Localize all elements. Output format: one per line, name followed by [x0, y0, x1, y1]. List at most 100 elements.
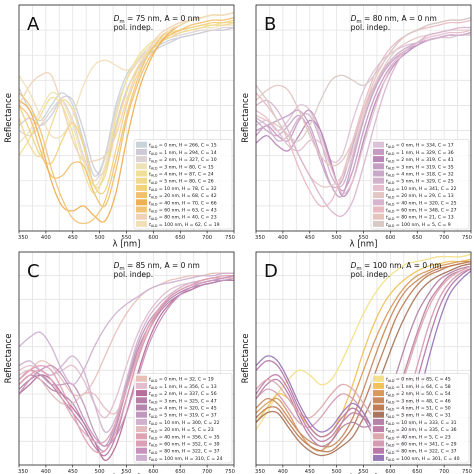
legend-entry-label: tALD = 1 nm, H = 356, C = 13 — [149, 384, 217, 390]
legend-entry-label: tALD = 40 nm, H = 356, C = 35 — [149, 434, 220, 440]
legend-entry-label: tALD = 5 nm, H = 319, C = 37 — [149, 413, 217, 419]
legend-swatch — [373, 199, 384, 206]
x-tick-label: 400 — [278, 469, 288, 474]
legend-swatch — [373, 397, 384, 404]
legend-entry-label: tALD = 20 nm, H = 68, C = 42 — [149, 193, 217, 199]
legend-entry-label: tALD = 2 nm, H = 327, C = 10 — [149, 157, 217, 163]
x-tick-label: 750 — [225, 469, 235, 474]
x-tick-label: 400 — [41, 469, 51, 474]
x-tick-label: 500 — [95, 469, 105, 474]
x-tick-label: 500 — [332, 235, 342, 241]
x-tick-label: 750 — [225, 235, 235, 241]
legend-swatch — [373, 192, 384, 199]
annotation-params: Dm = 85 nm, A = 0 nm — [114, 261, 200, 272]
panel-label: A — [27, 14, 40, 35]
legend-entry-label: tALD = 100 nm, H = 62, C = 19 — [149, 222, 220, 228]
legend-entry-label: tALD = 5 nm, H = 329, C = 25 — [386, 179, 454, 185]
legend-swatch — [373, 156, 384, 163]
legend-swatch — [373, 375, 384, 382]
legend-swatch — [136, 418, 147, 425]
x-tick-label: 450 — [68, 469, 78, 474]
legend-swatch — [136, 156, 147, 163]
legend-swatch — [373, 163, 384, 170]
y-axis-label: Reflectance — [4, 93, 14, 143]
legend-swatch — [373, 206, 384, 213]
legend-entry-label: tALD = 60 nm, H = 341, C = 29 — [386, 442, 457, 448]
panel-label: B — [264, 14, 276, 35]
legend-entry-label: tALD = 10 nm, H = 341, C = 22 — [386, 186, 457, 192]
legend-entry-label: tALD = 0 nm, H = 32, C = 19 — [149, 377, 214, 383]
legend-entry-label: tALD = 80 nm, H = 21, C = 13 — [386, 215, 454, 221]
x-tick-label: 550 — [122, 235, 132, 241]
legend-entry-label: tALD = 10 nm, H = 333, C = 31 — [386, 420, 457, 426]
x-axis: 350 400 450 500 550 600 650 700 750 — [18, 231, 235, 241]
annotation-polarization: pol. indep. — [114, 270, 154, 279]
legend-swatch — [136, 375, 147, 382]
legend-swatch — [136, 382, 147, 389]
x-tick-label: 650 — [412, 235, 422, 241]
annotation-params: Dm = 100 nm, A = 0 nm — [351, 261, 442, 272]
series-line-11 — [19, 275, 234, 447]
x-tick-label: 400 — [278, 235, 288, 241]
legend-swatch — [373, 433, 384, 440]
legend-swatch — [136, 170, 147, 177]
legend-entry-label: tALD = 20 nm, H = 29, C = 13 — [386, 193, 454, 199]
x-tick-label: 700 — [439, 469, 449, 474]
legend-swatch — [373, 454, 384, 461]
series-group — [19, 272, 234, 461]
legend-entry-label: tALD = 2 nm, H = 337, C = 56 — [149, 391, 217, 397]
legend-swatch — [373, 170, 384, 177]
panel-label: D — [264, 261, 278, 282]
legend-swatch — [373, 213, 384, 220]
series-line-9 — [256, 265, 471, 421]
legend-entry-label: tALD = 10 nm, H = 300, C = 22 — [149, 420, 220, 426]
legend-swatch — [373, 418, 384, 425]
legend-entry-label: tALD = 1 nm, H = 329, C = 36 — [386, 150, 454, 156]
legend-entry-label: tALD = 80 nm, H = 322, C = 37 — [149, 449, 220, 455]
legend-swatch — [136, 397, 147, 404]
legend-entry-label: tALD = 1 nm, H = 64, C = 58 — [386, 384, 451, 390]
series-line-12 — [256, 16, 471, 142]
legend-swatch — [136, 447, 147, 454]
x-axis: 350 400 450 500 550 600 650 700 750 — [18, 465, 235, 474]
x-tick-label: 700 — [439, 235, 449, 241]
legend-entry-label: tALD = 3 nm, H = 325, C = 47 — [149, 398, 217, 404]
legend-swatch — [136, 433, 147, 440]
annotation-polarization: pol. indep. — [114, 23, 154, 32]
legend-swatch — [136, 426, 147, 433]
legend-swatch — [373, 411, 384, 418]
series-line-12 — [256, 270, 471, 452]
legend-entry-label: tALD = 60 nm, H = 63, C = 43 — [149, 208, 217, 214]
legend-box — [370, 139, 470, 230]
x-axis: 350 400 450 500 550 600 650 700 750 — [255, 465, 472, 474]
legend-swatch — [136, 206, 147, 213]
legend-entry-label: tALD = 40 nm, H = 320, C = 25 — [386, 200, 457, 206]
series-line-12 — [19, 272, 234, 386]
legend-entry-label: tALD = 3 nm, H = 80, C = 15 — [149, 164, 214, 170]
legend-swatch — [373, 220, 384, 227]
legend-swatch — [373, 426, 384, 433]
legend-entry-label: tALD = 4 nm, H = 87, C = 24 — [149, 172, 214, 178]
x-tick-label: 650 — [412, 469, 422, 474]
legend-swatch — [136, 148, 147, 155]
series-line-7 — [256, 265, 471, 447]
legend-entry-label: tALD = 80 nm, H = 322, C = 37 — [386, 449, 457, 455]
legend-swatch — [136, 454, 147, 461]
chart-panel-b: 350 400 450 500 550 600 650 700 750 λ [nm] Reflect… — [241, 4, 472, 250]
legend-entry-label: tALD = 10 nm, H = 78, C = 32 — [149, 186, 217, 192]
legend-entry-label: tALD = 100 nm, H = 5, C = 9 — [386, 222, 451, 228]
series-group — [256, 253, 471, 457]
legend-entry-label: tALD = 60 nm, H = 352, C = 39 — [149, 442, 220, 448]
x-tick-label: 350 — [18, 235, 28, 241]
legend-swatch — [373, 177, 384, 184]
x-tick-label: 550 — [359, 469, 369, 474]
legend-entry-label: tALD = 5 nm, H = 48, C = 31 — [386, 413, 451, 419]
series-line-4 — [256, 260, 471, 448]
annotation-polarization: pol. indep. — [351, 23, 391, 32]
x-tick-label: 700 — [202, 235, 212, 241]
x-tick-label: 700 — [202, 469, 212, 474]
legend-swatch — [136, 411, 147, 418]
